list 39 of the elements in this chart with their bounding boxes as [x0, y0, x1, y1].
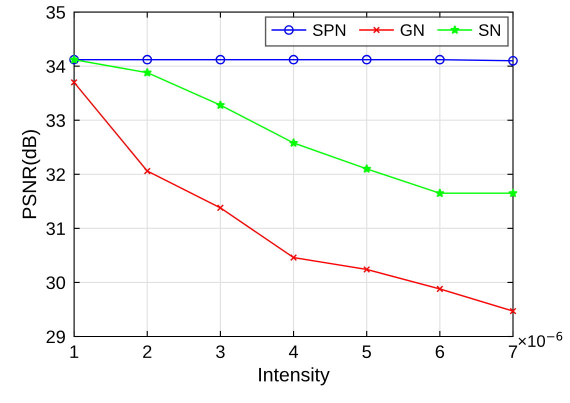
- y-axis-title: PSNR(dB): [22, 130, 40, 218]
- point: [142, 54, 152, 65]
- point: [363, 266, 370, 273]
- x-tick-label: 2: [143, 345, 152, 358]
- point: [435, 188, 445, 198]
- x-tick-label: 1: [70, 346, 78, 358]
- point: [144, 168, 151, 175]
- point: [288, 138, 298, 148]
- point: [216, 54, 226, 65]
- y-tick-label: 30: [46, 276, 66, 290]
- y-tick-label: 29: [46, 330, 65, 344]
- x-tick-label: 4: [288, 346, 298, 358]
- x-tick-label: 5: [362, 346, 371, 358]
- y-tick-label: 34: [46, 60, 66, 73]
- point: [362, 54, 372, 65]
- x-tick-label: 7: [508, 346, 518, 358]
- legend-label: SN: [478, 24, 500, 36]
- point: [70, 78, 78, 86]
- point: [436, 285, 444, 292]
- point: [508, 188, 518, 198]
- point: [288, 54, 298, 65]
- point: [216, 204, 224, 212]
- point: [142, 68, 152, 77]
- point: [510, 308, 516, 315]
- x-tick-label: 6: [436, 345, 444, 358]
- legend-label: GN: [400, 24, 424, 36]
- point: [216, 100, 226, 110]
- point: [362, 164, 372, 173]
- x-tick-label: 3: [216, 345, 225, 358]
- point: [290, 254, 298, 262]
- x-axis-title: Intensity: [259, 367, 330, 386]
- legend-label: SPN: [313, 24, 346, 36]
- point: [434, 54, 445, 65]
- text: ×10$^{−6}$: [518, 332, 562, 347]
- point: [508, 56, 518, 66]
- y-tick-label: 32: [46, 168, 65, 182]
- y-tick-label: 33: [46, 114, 65, 127]
- y-tick-label: 31: [46, 222, 65, 236]
- y-tick-label: 35: [46, 6, 66, 19]
